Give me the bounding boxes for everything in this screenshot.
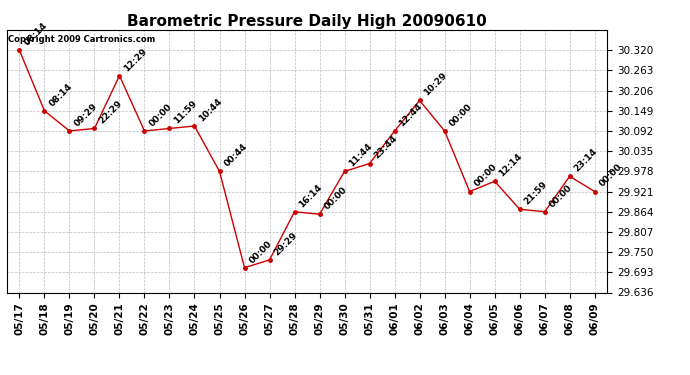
Text: 12:44: 12:44 xyxy=(397,101,424,128)
Text: 16:14: 16:14 xyxy=(297,182,324,209)
Text: 10:29: 10:29 xyxy=(422,71,449,98)
Text: 09:29: 09:29 xyxy=(72,102,99,128)
Text: 08:14: 08:14 xyxy=(47,81,74,108)
Text: 12:29: 12:29 xyxy=(122,46,149,73)
Text: 00:00: 00:00 xyxy=(547,183,573,209)
Text: 10:44: 10:44 xyxy=(197,96,224,123)
Text: 29:29: 29:29 xyxy=(273,230,299,257)
Text: 00:00: 00:00 xyxy=(147,102,173,128)
Text: 00:00: 00:00 xyxy=(598,162,624,189)
Text: 00:00: 00:00 xyxy=(247,238,273,265)
Text: 00:00: 00:00 xyxy=(322,185,348,211)
Text: 00:44: 00:44 xyxy=(222,142,249,169)
Text: 23:44: 23:44 xyxy=(373,134,399,161)
Text: 21:59: 21:59 xyxy=(522,180,549,207)
Text: Copyright 2009 Cartronics.com: Copyright 2009 Cartronics.com xyxy=(8,35,155,44)
Text: 23:14: 23:14 xyxy=(573,147,599,174)
Text: 00:00: 00:00 xyxy=(473,162,499,189)
Text: 00:00: 00:00 xyxy=(447,102,473,128)
Text: 08:14: 08:14 xyxy=(22,21,49,47)
Text: 12:14: 12:14 xyxy=(497,152,524,178)
Text: 11:44: 11:44 xyxy=(347,142,374,169)
Text: 22:29: 22:29 xyxy=(97,99,124,126)
Title: Barometric Pressure Daily High 20090610: Barometric Pressure Daily High 20090610 xyxy=(127,14,487,29)
Text: 11:59: 11:59 xyxy=(172,99,199,126)
